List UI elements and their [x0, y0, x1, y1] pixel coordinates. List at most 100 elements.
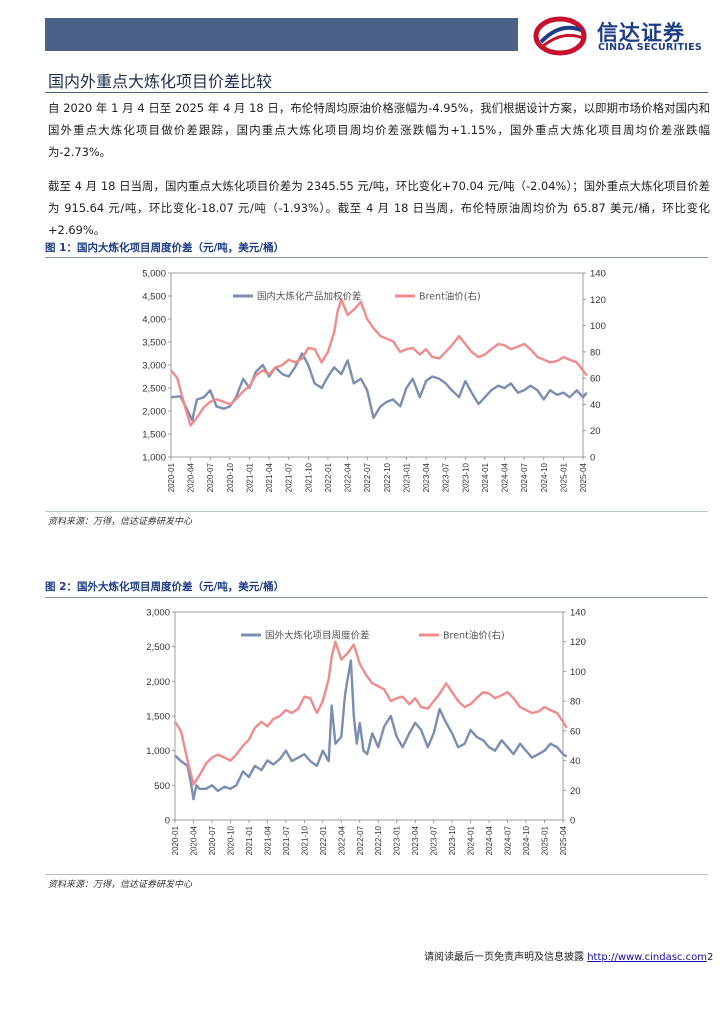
- y-left-tick-label: 0: [165, 816, 170, 827]
- x-tick-label: 2020-07: [206, 462, 215, 492]
- paragraph-summary: 自 2020 年 1 月 4 日至 2025 年 4 月 18 日，布伦特周均原…: [48, 101, 710, 159]
- y-right-tick-label: 140: [590, 269, 606, 280]
- legend-label-1: 国内大炼化产品加权价差: [257, 291, 362, 303]
- x-tick-label: 2022-04: [337, 825, 346, 855]
- figure-2-title: 图 2：国外大炼化项目周度价差（元/吨，美元/桶）: [45, 581, 285, 593]
- x-tick-label: 2020-01: [167, 462, 176, 492]
- y-left-tick-label: 3,000: [142, 361, 166, 372]
- cinda-logo-icon: [533, 16, 587, 56]
- y-left-tick-label: 2,000: [146, 677, 170, 688]
- x-tick-label: 2020-07: [208, 825, 217, 855]
- footer-disclaimer: 请阅读最后一页免责声明及信息披露: [424, 952, 588, 963]
- x-tick-label: 2024-04: [485, 825, 494, 855]
- x-tick-label: 2022-01: [319, 825, 328, 855]
- x-tick-label: 2023-01: [402, 462, 411, 492]
- x-tick-label: 2020-04: [189, 825, 198, 855]
- plot-area-frame: [174, 611, 564, 821]
- y-left-tick-label: 4,500: [142, 292, 166, 303]
- figure-1-bottom-rule: [45, 511, 708, 512]
- x-tick-label: 2021-10: [304, 462, 313, 492]
- x-tick-label: 2021-07: [282, 825, 291, 855]
- y-right-tick-label: 80: [570, 697, 581, 708]
- y-right-tick-label: 40: [570, 756, 581, 767]
- x-tick-label: 2022-10: [374, 825, 383, 855]
- x-tick-label: 2023-07: [442, 462, 451, 492]
- x-tick-label: 2025-01: [541, 825, 550, 855]
- x-tick-label: 2024-01: [481, 462, 490, 492]
- y-right-tick-label: 20: [590, 426, 601, 437]
- x-tick-label: 2022-10: [383, 462, 392, 492]
- x-tick-label: 2021-07: [285, 462, 294, 492]
- section-title: 国内外重点大炼化项目价差比较: [48, 72, 273, 91]
- figure-2-source: 资料来源：万得，信达证券研发中心: [48, 880, 193, 890]
- figure-1-chart: 1,000 1,500 2,000 2,500 3,000 3,500 4,000 4,500…: [142, 269, 606, 493]
- plot-area-frame: [170, 272, 584, 458]
- figure-2-chart: 0 500 1,000 1,500 2,000 2,500 3,000 0 20 40 60 80 10…: [146, 608, 586, 856]
- y-right-tick-label: 140: [570, 608, 586, 619]
- y-left-tick-label: 1,000: [146, 746, 170, 757]
- x-tick-label: 2020-10: [226, 825, 235, 855]
- x-tick-label: 2025-01: [559, 462, 568, 492]
- y-right-tick-label: 60: [570, 726, 581, 737]
- x-tick-label: 2024-07: [504, 825, 513, 855]
- x-tick-label: 2024-10: [522, 825, 531, 855]
- y-left-tick-label: 3,500: [142, 338, 166, 349]
- y-left-tick-label: 4,000: [142, 315, 166, 326]
- x-tick-label: 2022-07: [363, 462, 372, 492]
- legend-label-2: Brent油价(右): [419, 291, 481, 303]
- x-tick-label: 2021-01: [245, 462, 254, 492]
- x-tick-label: 2023-01: [393, 825, 402, 855]
- y-left-tick-label: 500: [154, 781, 170, 792]
- x-tick-label: 2024-07: [520, 462, 529, 492]
- x-tick-label: 2023-10: [461, 462, 470, 492]
- x-tick-label: 2023-07: [430, 825, 439, 855]
- series-line-1: [174, 659, 568, 801]
- x-tick-label: 2024-10: [540, 462, 549, 492]
- x-tick-label: 2020-01: [171, 825, 180, 855]
- y-left-tick-label: 1,500: [146, 712, 170, 723]
- y-left-tick-label: 1,000: [142, 453, 166, 464]
- y-right-tick-label: 0: [590, 453, 595, 464]
- footer-link[interactable]: http://www.cindasc.com: [587, 952, 707, 963]
- series-line-2: [173, 640, 568, 786]
- x-tick-label: 2021-04: [263, 825, 272, 855]
- legend-label-1: 国外大炼化项目周度价差: [265, 630, 370, 642]
- x-tick-label: 2023-04: [422, 462, 431, 492]
- title-divider: [45, 92, 708, 93]
- y-left-tick-label: 2,500: [146, 642, 170, 653]
- x-tick-label: 2023-04: [411, 825, 420, 855]
- x-tick-label: 2022-04: [344, 462, 353, 492]
- logo-english-name: CINDA SECURITIES: [598, 42, 703, 53]
- figure-1-title: 图 1：国内大炼化项目周度价差（元/吨，美元/桶）: [45, 242, 285, 254]
- x-tick-label: 2020-04: [187, 462, 196, 492]
- y-right-tick-label: 20: [570, 786, 581, 797]
- figure-1-top-rule: [45, 257, 708, 258]
- y-left-tick-label: 2,000: [142, 407, 166, 418]
- y-right-tick-label: 60: [590, 374, 601, 385]
- y-right-tick-label: 100: [590, 321, 606, 332]
- x-tick-label: 2024-04: [501, 462, 510, 492]
- header-bar: [45, 18, 518, 51]
- x-tick-label: 2024-01: [467, 825, 476, 855]
- legend-label-2: Brent油价(右): [443, 630, 505, 642]
- y-right-tick-label: 100: [570, 667, 586, 678]
- y-left-tick-label: 5,000: [142, 269, 166, 280]
- figure-2-bottom-rule: [45, 874, 708, 875]
- x-tick-label: 2023-10: [448, 825, 457, 855]
- x-tick-label: 2021-01: [245, 825, 254, 855]
- x-tick-label: 2025-04: [579, 462, 588, 492]
- x-tick-label: 2020-10: [226, 462, 235, 492]
- x-tick-label: 2022-01: [324, 462, 333, 492]
- x-tick-label: 2021-04: [265, 462, 274, 492]
- page-number: 2: [706, 952, 714, 963]
- y-right-tick-label: 40: [590, 400, 601, 411]
- figure-1-source: 资料来源：万得，信达证券研发中心: [48, 517, 193, 527]
- logo-chinese-name: 信达证券: [597, 21, 685, 45]
- y-left-tick-label: 3,000: [146, 608, 170, 619]
- series-line-2: [170, 298, 588, 427]
- y-left-tick-label: 1,500: [142, 430, 166, 441]
- x-tick-label: 2025-04: [559, 825, 568, 855]
- y-right-tick-label: 80: [590, 347, 601, 358]
- footer: 请阅读最后一页免责声明及信息披露 http://www.cindasc.com2: [424, 948, 713, 963]
- y-right-tick-label: 0: [570, 816, 575, 827]
